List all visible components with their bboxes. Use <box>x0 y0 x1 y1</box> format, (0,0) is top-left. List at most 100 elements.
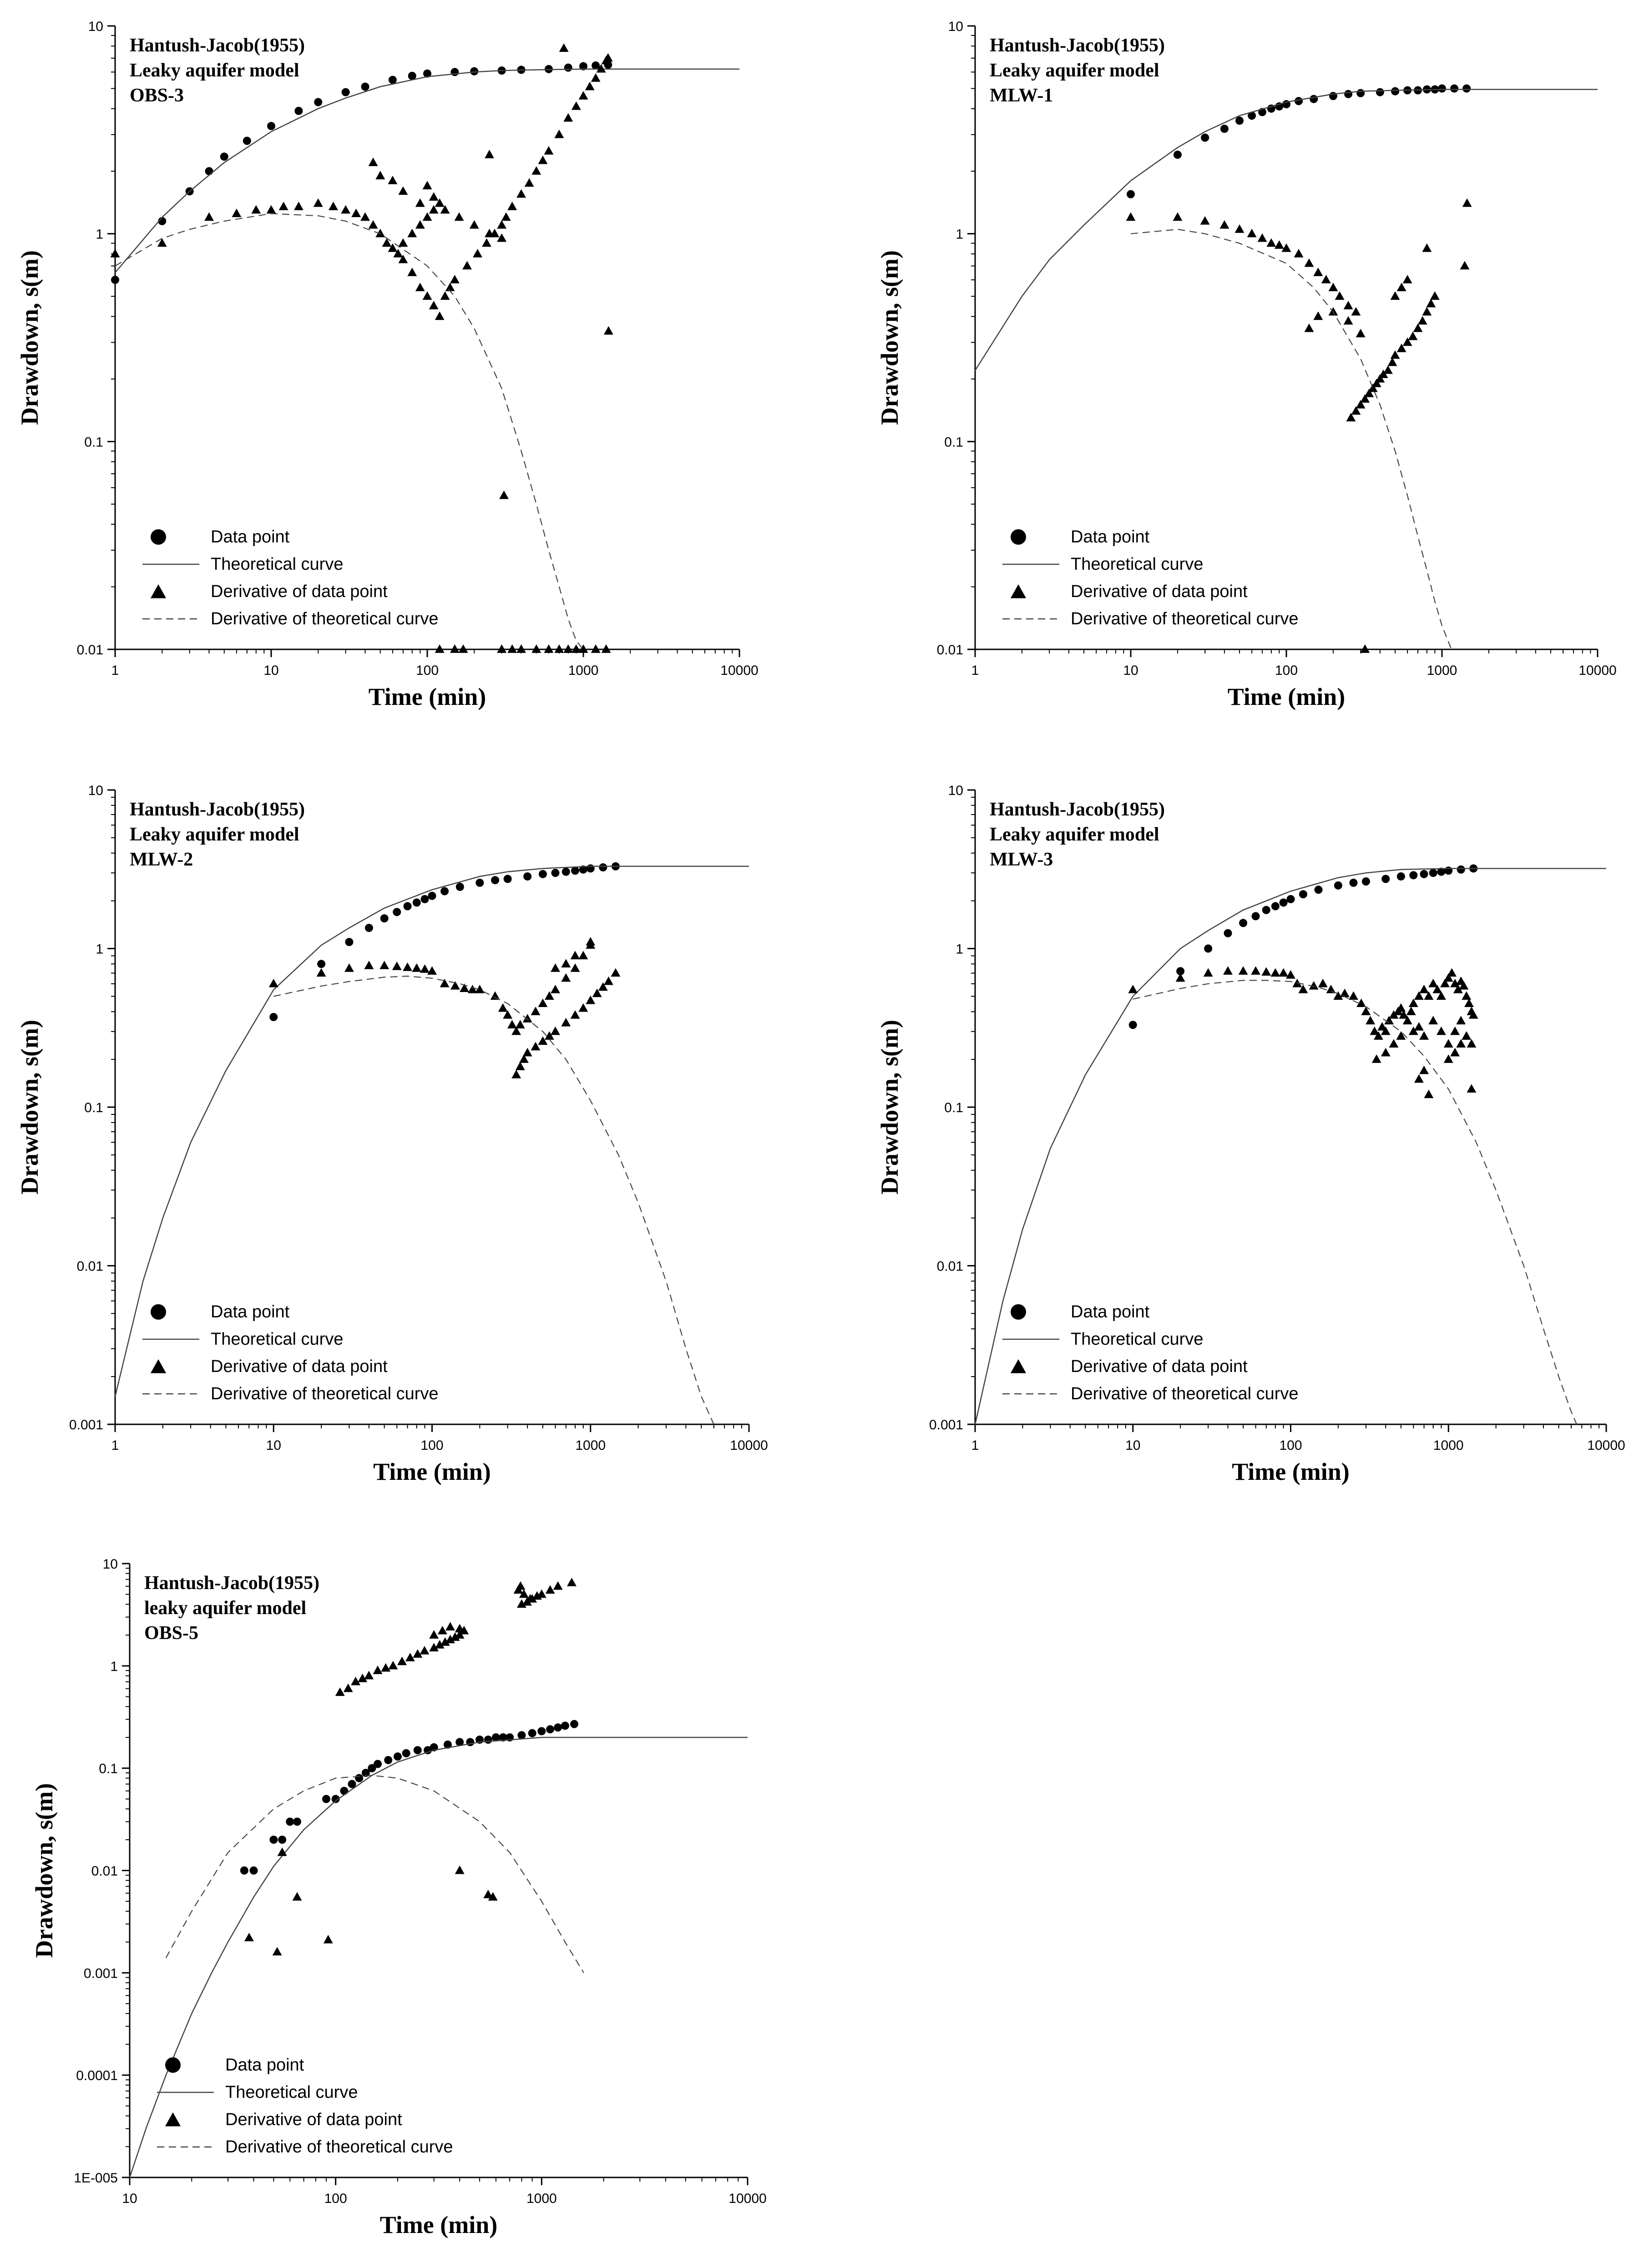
derivative-data-point-marker <box>1456 1039 1466 1048</box>
derivative-data-point-marker <box>1408 998 1418 1007</box>
x-tick-label: 10000 <box>730 1438 768 1453</box>
derivative-data-point-marker <box>1383 365 1393 374</box>
derivative-data-point-marker <box>563 113 573 122</box>
derivative-data-point-marker <box>415 220 425 229</box>
y-axis-title: Drawdown, s(m) <box>876 1020 903 1195</box>
y-tick-label: 0.001 <box>84 1966 118 1981</box>
derivative-data-point-marker <box>272 1947 282 1956</box>
derivative-data-point-marker <box>516 189 526 198</box>
data-point-marker <box>1376 88 1384 96</box>
model-annotation-line: OBS-3 <box>130 85 184 106</box>
data-point-marker <box>1173 151 1182 159</box>
derivative-data-point-marker <box>375 171 385 180</box>
derivative-data-point-marker <box>364 1671 374 1680</box>
derivative-data-point-marker <box>522 1048 532 1057</box>
derivative-data-point-marker <box>412 963 422 972</box>
legend-label: Theoretical curve <box>1071 1330 1203 1349</box>
data-point-marker <box>111 275 119 284</box>
derivative-theoretical-curve-line <box>1130 228 1452 650</box>
derivative-data-point-marker <box>398 254 408 263</box>
legend-triangle-symbol <box>1010 584 1027 598</box>
derivative-data-point-marker <box>544 146 554 155</box>
derivative-data-point-marker <box>551 1026 560 1035</box>
derivative-data-point-marker <box>341 205 351 214</box>
derivative-data-point-marker <box>1335 291 1345 300</box>
legend-triangle-symbol <box>1010 1359 1027 1373</box>
derivative-data-point-marker <box>567 1578 577 1586</box>
derivative-data-point-marker <box>440 1637 450 1646</box>
data-point-marker <box>361 1768 370 1777</box>
derivative-data-point-marker <box>1175 973 1185 982</box>
derivative-data-point-marker <box>1309 981 1319 990</box>
data-point-marker <box>1201 133 1209 142</box>
data-point-marker <box>1396 872 1405 881</box>
legend-label: Derivative of data point <box>225 2110 402 2129</box>
derivative-data-point-marker <box>554 129 564 138</box>
y-tick-label: 0.1 <box>944 435 963 450</box>
derivative-data-point-marker <box>460 983 470 992</box>
model-annotation-line: MLW-1 <box>990 85 1053 106</box>
x-tick-label: 10000 <box>728 2191 766 2206</box>
derivative-data-point-marker <box>1173 212 1183 221</box>
data-point-marker <box>579 62 587 71</box>
data-point-marker <box>537 1727 546 1736</box>
data-point-marker <box>1344 90 1353 98</box>
derivative-data-point-marker <box>578 1003 588 1012</box>
data-point-marker <box>402 1749 410 1757</box>
derivative-data-point-marker <box>415 283 425 291</box>
derivative-data-point-marker <box>1321 274 1331 284</box>
legend: Data point Theoretical curve Derivative of… <box>157 2055 453 2157</box>
model-annotation-line: OBS-5 <box>144 1623 198 1644</box>
x-tick-label: 10000 <box>720 663 758 678</box>
x-tick-label: 1000 <box>568 663 599 678</box>
derivative-data-point-marker <box>110 248 120 258</box>
derivative-data-point-marker <box>551 984 560 993</box>
derivative-data-point-marker <box>561 1018 571 1027</box>
data-point-marker <box>388 76 397 84</box>
derivative-data-point-marker <box>515 1020 525 1028</box>
derivative-data-point-marker <box>1251 966 1261 975</box>
derivative-data-point-marker <box>538 155 548 164</box>
data-point-marker <box>293 1817 301 1826</box>
y-tick-label: 0.01 <box>77 643 103 658</box>
derivative-data-point-marker <box>1370 1026 1380 1035</box>
derivative-data-point-marker <box>440 205 450 214</box>
derivative-data-point-marker <box>364 961 374 969</box>
derivative-data-point-marker <box>1219 220 1229 229</box>
derivative-data-point-marker <box>268 978 278 987</box>
derivative-data-point-marker <box>551 963 560 972</box>
derivative-data-point-marker <box>422 181 432 190</box>
y-tick-label: 0.001 <box>69 1418 103 1433</box>
x-tick-label: 1 <box>971 1438 979 1453</box>
derivative-data-point-marker <box>1443 973 1453 982</box>
derivative-data-point-marker <box>1422 307 1432 316</box>
data-point-marker <box>554 1723 562 1732</box>
data-point-marker <box>403 902 412 911</box>
derivative-data-point-marker <box>598 982 608 991</box>
data-point-marker <box>294 106 303 115</box>
derivative-data-point-marker <box>1279 968 1289 977</box>
data-point-marker <box>1329 92 1337 101</box>
legend-label: Data point <box>211 527 290 547</box>
x-tick-label: 10 <box>1123 663 1138 678</box>
derivative-data-point-marker <box>481 238 491 247</box>
derivative-data-point-marker <box>397 1656 407 1666</box>
data-point-marker <box>322 1795 330 1803</box>
data-point-marker <box>466 1738 475 1747</box>
chart-panel-3: 1 10 100 1000 10000 0.001 0.01 0.1 1 10 Time (min)… <box>16 783 768 1485</box>
data-point-marker <box>408 71 416 80</box>
derivative-data-point-marker <box>1360 394 1370 403</box>
derivative-data-point-marker <box>1238 966 1248 975</box>
derivative-data-point-marker <box>475 984 485 993</box>
data-point-marker <box>361 82 369 91</box>
derivative-data-point-marker <box>561 959 571 967</box>
derivative-data-point-marker <box>1443 1054 1453 1063</box>
model-annotation-line: MLW-2 <box>130 849 193 870</box>
data-point-marker <box>249 1866 258 1875</box>
derivative-data-point-marker <box>570 951 580 960</box>
derivative-data-point-marker <box>435 311 445 320</box>
derivative-data-point-marker <box>485 228 494 238</box>
data-point-marker <box>286 1817 294 1826</box>
data-point-marker <box>491 1733 500 1742</box>
derivative-data-point-marker <box>429 1643 439 1651</box>
